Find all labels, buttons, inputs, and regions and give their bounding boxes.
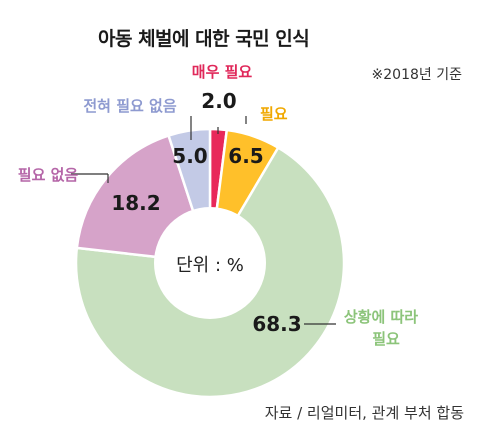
value-not-necessary: 18.2 [111, 191, 160, 215]
source-credit: 자료 / 리얼미터, 관계 부처 합동 [264, 404, 464, 422]
label-depends-line1: 상황에 따라 [344, 308, 418, 326]
chart-title: 아동 체벌에 대한 국민 인식 [98, 28, 310, 50]
label-very-necessary: 매우 필요 [192, 63, 253, 81]
center-unit-label: 단위 : % [176, 255, 244, 276]
value-not-at-all: 5.0 [172, 144, 207, 168]
chart-note: ※2018년 기준 [371, 67, 462, 83]
value-necessary: 6.5 [228, 144, 263, 168]
donut-hole [154, 207, 266, 319]
value-very-necessary: 2.0 [201, 89, 236, 113]
label-not-necessary: 필요 없음 [18, 166, 79, 184]
label-not-at-all: 전혀 필요 없음 [83, 97, 176, 115]
label-depends-line2: 필요 [372, 330, 400, 348]
value-depends: 68.3 [252, 312, 301, 336]
label-necessary: 필요 [260, 105, 288, 123]
